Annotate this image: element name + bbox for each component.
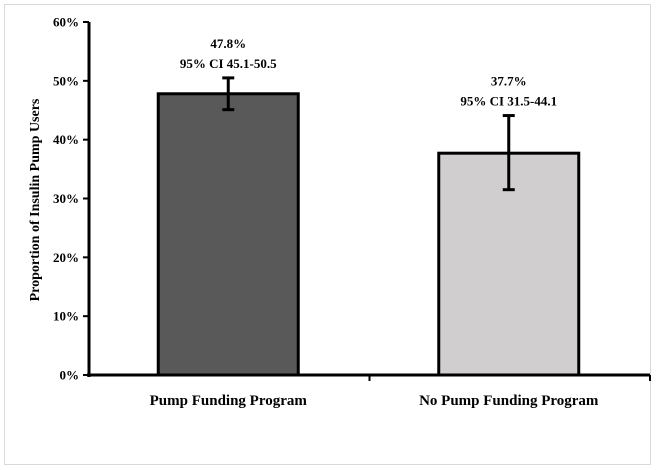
y-tick-label: 20% — [53, 250, 79, 265]
y-tick-label: 30% — [53, 191, 79, 206]
data-label-value: 37.7% — [491, 74, 527, 89]
x-category-label: Pump Funding Program — [150, 393, 308, 409]
plot-area: 0% 10% 20% 30% 40% 50% 60% 47.8% 95% CI 45.1-50.… — [53, 15, 651, 409]
data-label-ci: 95% CI 45.1-50.5 — [180, 56, 277, 71]
x-category-label: No Pump Funding Program — [419, 393, 599, 409]
data-label-ci: 95% CI 31.5-44.1 — [460, 94, 557, 109]
y-tick-label: 10% — [53, 309, 79, 324]
y-tick-label: 60% — [53, 15, 79, 30]
chart-frame — [4, 4, 651, 465]
y-tick-label: 50% — [53, 73, 79, 88]
bar — [156, 92, 300, 377]
y-tick-label: 0% — [60, 368, 80, 383]
y-tick-label: 40% — [53, 132, 79, 147]
y-axis-title: Proportion of Insulin Pump Users — [28, 98, 43, 301]
data-label-value: 47.8% — [210, 36, 246, 51]
